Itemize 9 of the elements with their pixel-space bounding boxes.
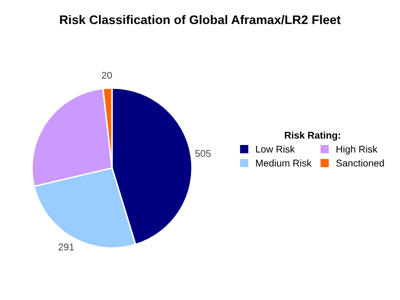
legend-label: High Risk <box>336 145 378 155</box>
data-label: 505 <box>195 150 211 157</box>
data-label: 20 <box>102 72 112 79</box>
chart-title: Risk Classification of Global Aframax/LR2 Fleet <box>60 15 341 24</box>
legend-label: Low Risk <box>256 145 295 153</box>
legend-title: Risk Rating: <box>284 132 340 141</box>
legend-label: Sanctioned <box>336 159 384 167</box>
legend-label: Medium Risk <box>256 159 312 167</box>
data-label: 291 <box>58 244 74 250</box>
